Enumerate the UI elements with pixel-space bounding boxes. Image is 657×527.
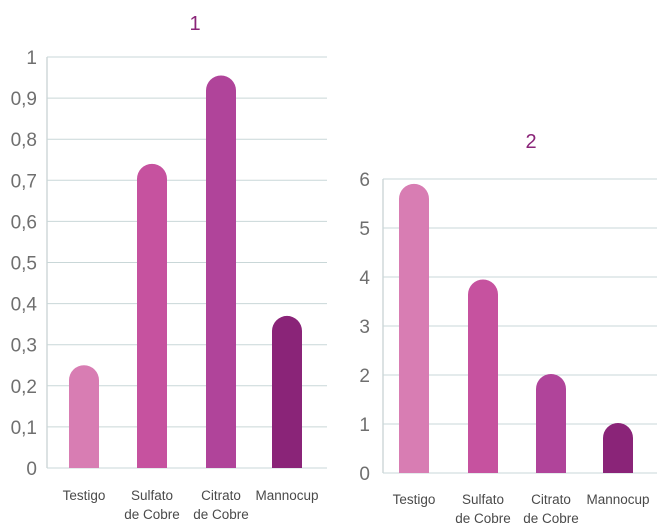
- chart-1-y-tick-label: 0,6: [11, 212, 37, 233]
- chart-1-y-tick-label: 0,9: [11, 89, 37, 110]
- chart-1: 1 0 0,1 0,2 0,3 0,4 0,5 0,6 0,7 0,8 0,9 1 Testigo S…: [11, 13, 327, 522]
- chart-1-y-tick-label: 0,3: [11, 336, 37, 357]
- chart-2-bar-4: [603, 423, 633, 473]
- chart-2-y-tick-label: 1: [359, 415, 370, 436]
- chart-1-y-tick-label: 1: [26, 48, 37, 69]
- chart-2-category-label: Citrato de Cobre: [523, 492, 579, 526]
- chart-2: 2 0 1 2 3 4 5 6 Testigo Sulfato de Cobre Citrato d…: [359, 131, 657, 526]
- chart-1-category-label: Citrato de Cobre: [193, 488, 249, 522]
- chart-1-bar-3: [206, 75, 236, 469]
- chart-2-title: 2: [525, 131, 536, 153]
- chart-1-title: 1: [189, 13, 200, 35]
- chart-1-y-tick-label: 0,1: [11, 418, 37, 439]
- chart-1-y-tick-label: 0,7: [11, 171, 37, 192]
- chart-1-y-tick-label: 0: [26, 459, 37, 480]
- chart-1-category-label: Sulfato de Cobre: [124, 488, 180, 522]
- chart-2-y-tick-label: 4: [359, 268, 370, 289]
- chart-1-y-tick-label: 0,5: [11, 254, 37, 275]
- chart-2-bar-3: [536, 374, 566, 473]
- chart-1-category-label: Testigo: [63, 488, 106, 503]
- chart-2-category-label: Sulfato de Cobre: [455, 492, 511, 526]
- chart-2-y-tick-label: 3: [359, 317, 370, 338]
- chart-1-y-tick-label: 0,2: [11, 377, 37, 398]
- chart-1-bar-4: [272, 315, 302, 468]
- chart-1-y-tick-label: 0,4: [11, 295, 38, 316]
- chart-1-bar-2: [137, 163, 167, 468]
- chart-2-y-tick-label: 6: [359, 170, 370, 191]
- chart-1-y-tick-label: 0,8: [11, 130, 37, 151]
- chart-2-bar-1: [399, 183, 429, 473]
- chart-2-y-tick-label: 2: [359, 366, 370, 387]
- chart-2-bar-2: [468, 279, 498, 473]
- chart-2-category-label: Mannocup: [586, 492, 649, 507]
- chart-2-y-tick-label: 5: [359, 219, 370, 240]
- chart-2-y-tick-label: 0: [359, 464, 370, 485]
- chart-1-bar-1: [69, 365, 99, 468]
- chart-1-category-label: Mannocup: [255, 488, 318, 503]
- chart-2-category-label: Testigo: [393, 492, 436, 507]
